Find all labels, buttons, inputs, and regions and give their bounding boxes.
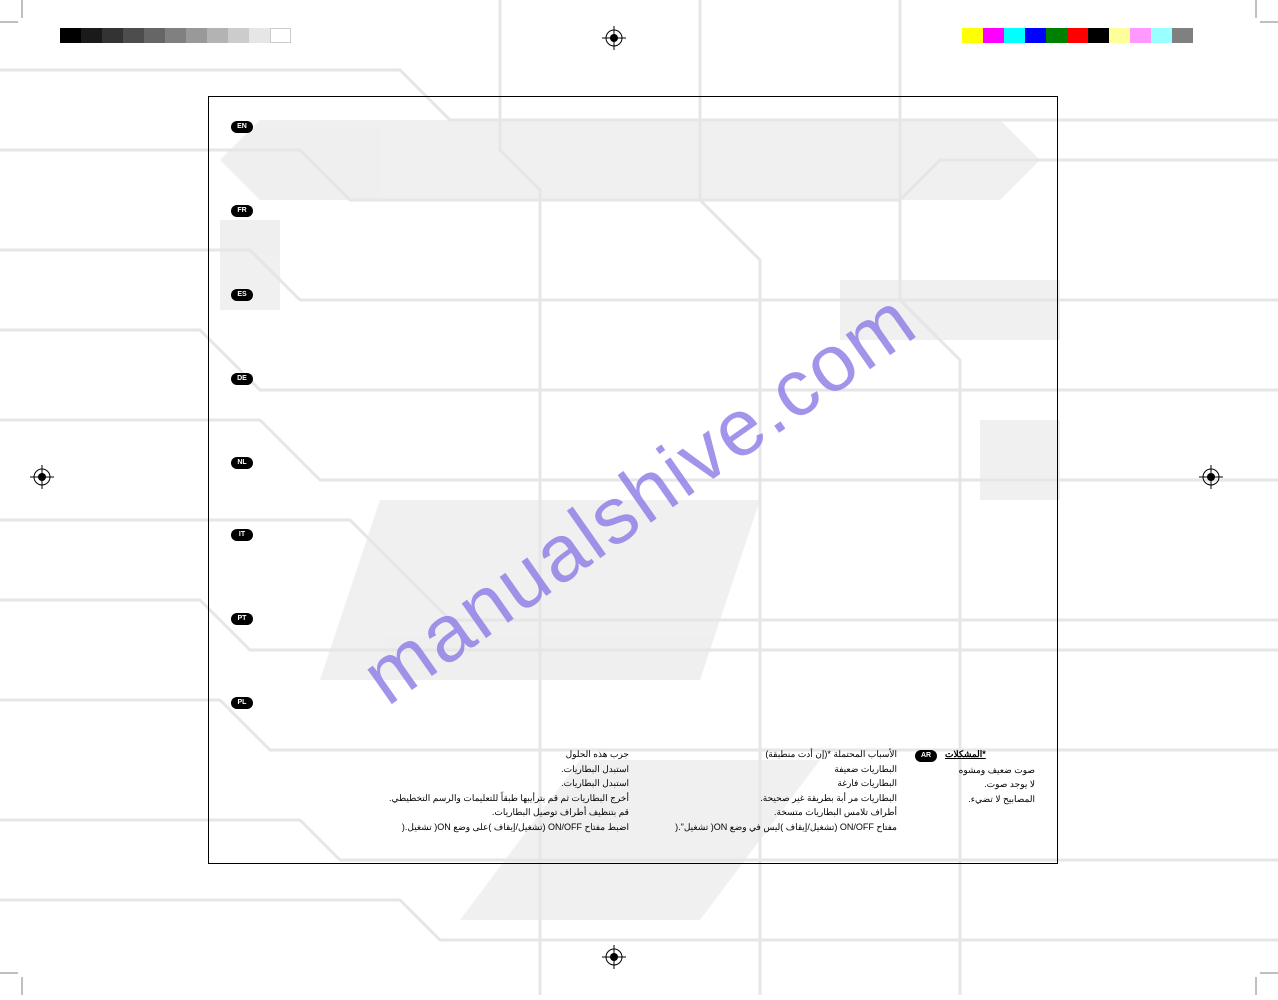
ar-solutions-header: جرب هذه الحلول: [231, 748, 629, 762]
lang-pill-es: ES: [231, 289, 253, 301]
ar-problems-column: AR *المشكلات صوت ضعيف ومشوه لا يوجد صوت.…: [915, 748, 1035, 835]
lang-pill-ar: AR: [915, 750, 937, 762]
ar-cause-row: البطاريات فارغة: [647, 777, 897, 791]
ar-problems-header: *المشكلات: [945, 748, 986, 762]
lang-pill-nl: NL: [231, 457, 253, 469]
ar-problem-row: صوت ضعيف ومشوه: [915, 764, 1035, 778]
ar-causes-header: الأسباب المحتملة *(إن أدت منطبقة): [647, 748, 897, 762]
ar-solution-row: استبدل البطاريات.: [231, 763, 629, 777]
lang-pill-pl: PL: [231, 697, 253, 709]
document-frame: EN FR ES DE NL IT PT PL AR *المشكلات صوت…: [208, 96, 1058, 864]
ar-problem-row: لا يوجد صوت.: [915, 778, 1035, 792]
arabic-troubleshooting-block: AR *المشكلات صوت ضعيف ومشوه لا يوجد صوت.…: [231, 748, 1035, 835]
ar-solution-row: استبدل البطاريات.: [231, 777, 629, 791]
lang-pill-pt: PT: [231, 613, 253, 625]
ar-problem-row: المصابيح لا تضيء.: [915, 793, 1035, 807]
ar-cause-row: أطراف تلامس البطاريات متسخة.: [647, 806, 897, 820]
lang-pill-de: DE: [231, 373, 253, 385]
ar-cause-row: البطاريات ضعيفة: [647, 763, 897, 777]
lang-pill-en: EN: [231, 121, 253, 133]
ar-solution-row: اضبط مفتاح ON/OFF (تشغيل/إيقاف )على وضع …: [231, 821, 629, 835]
ar-solution-row: أخرج البطاريات ثم قم بترأيبها طبقاً للتع…: [231, 792, 629, 806]
ar-cause-row: البطاريات مر أبة بطريقة غير صحيحة.: [647, 792, 897, 806]
ar-cause-row: مفتاح ON/OFF (تشغيل/إيقاف )ليس في وضع ON…: [647, 821, 897, 835]
lang-pill-fr: FR: [231, 205, 253, 217]
ar-causes-column: الأسباب المحتملة *(إن أدت منطبقة) البطار…: [647, 748, 897, 835]
ar-solutions-column: جرب هذه الحلول استبدل البطاريات. استبدل …: [231, 748, 629, 835]
lang-pill-it: IT: [231, 529, 253, 541]
ar-solution-row: قم بتنظيف أطراف توصيل البطاريات.: [231, 806, 629, 820]
